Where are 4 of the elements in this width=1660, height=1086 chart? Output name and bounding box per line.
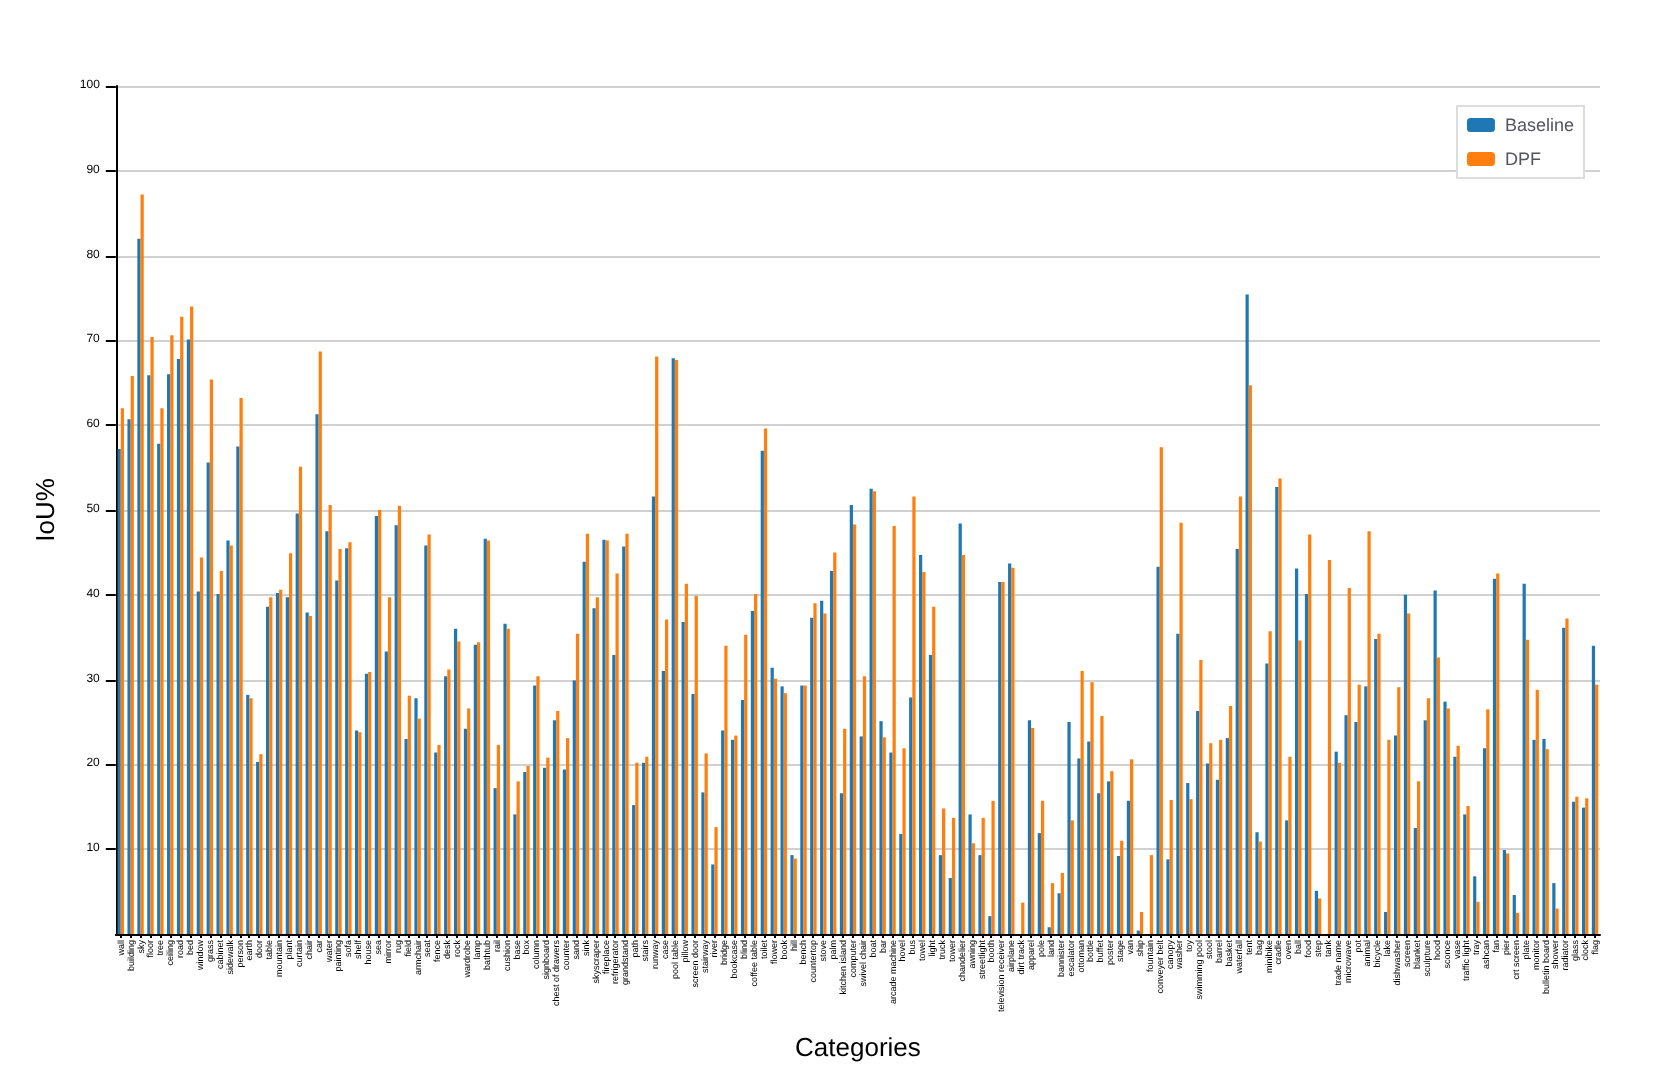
legend-label: DPF	[1504, 149, 1542, 169]
y-axis-title: IoU%	[30, 477, 60, 542]
x-axis-title: Categories	[795, 1032, 922, 1062]
legend-label: Baseline	[1504, 115, 1575, 135]
